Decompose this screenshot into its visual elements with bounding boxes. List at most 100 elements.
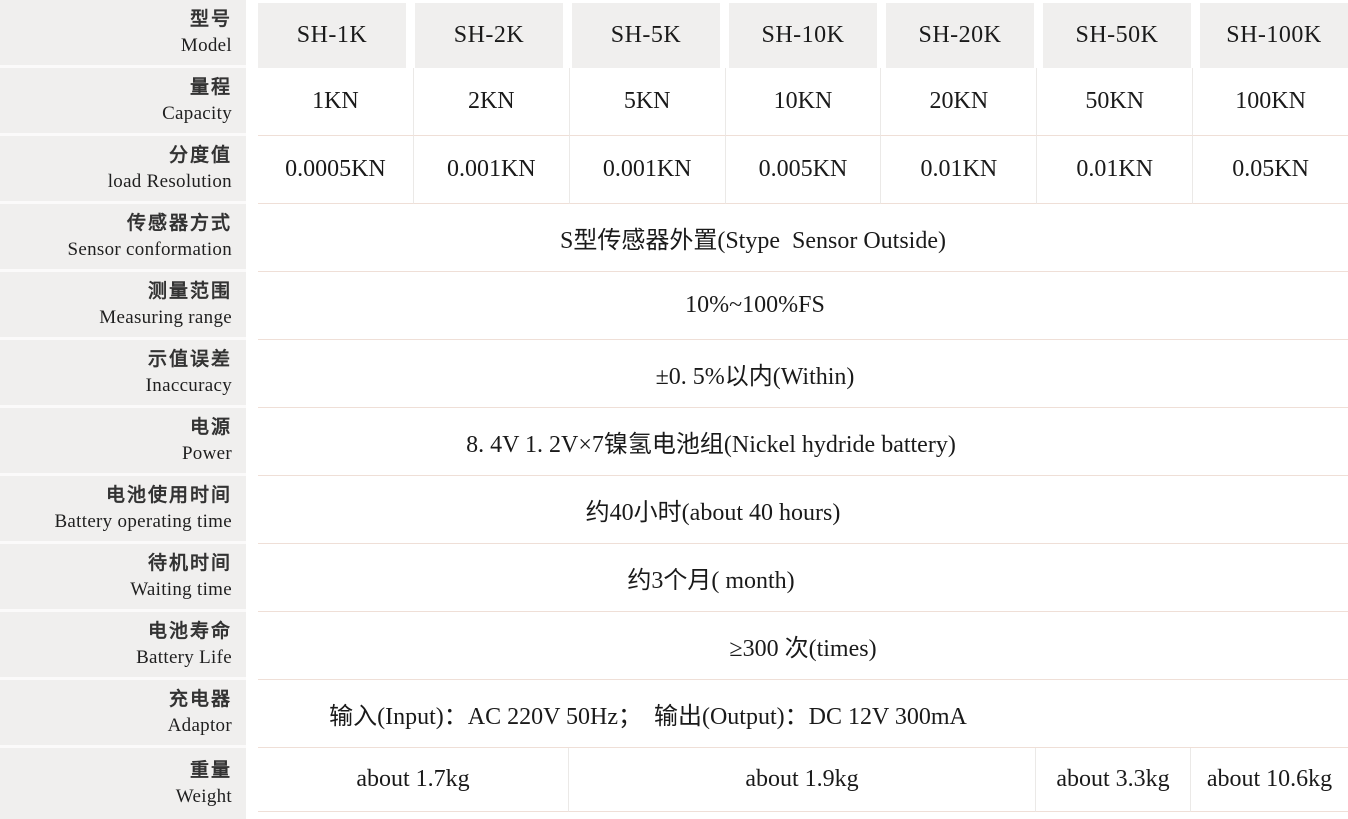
- sensor-value: S型传感器外置(Stype Sensor Outside): [560, 228, 946, 254]
- column-divider: [246, 476, 258, 544]
- waiting-value-cell: 约3个月( month): [258, 544, 1348, 612]
- model-cell: SH-2K: [415, 3, 563, 68]
- inaccuracy-value-cell: ±0. 5%以内(Within): [258, 340, 1348, 408]
- resolution-cell: 0.01KN: [1036, 136, 1193, 204]
- row-label-en: Power: [181, 443, 232, 464]
- range-value: 10%~100%FS: [685, 292, 825, 318]
- row-label-resolution: 分度值 load Resolution: [0, 136, 246, 204]
- battery-time-value-cell: 约40小时(about 40 hours): [258, 476, 1348, 544]
- capacity-cell: 5KN: [568, 68, 725, 136]
- row-label-zh: 电池使用时间: [105, 485, 232, 506]
- weight-cells: about 1.7kg about 1.9kg about 3.3kg abou…: [258, 748, 1348, 819]
- row-label-zh: 测量范围: [147, 281, 232, 302]
- row-label-sensor: 传感器方式 Sensor conformation: [0, 204, 246, 272]
- row-label-capacity: 量程 Capacity: [0, 68, 246, 136]
- resolution-cell: 0.05KN: [1192, 136, 1348, 204]
- table-row-battery-time: 电池使用时间 Battery operating time 约40小时(abou…: [0, 476, 1348, 544]
- model-cell: SH-5K: [572, 3, 720, 68]
- row-label-en: Capacity: [162, 103, 232, 124]
- row-label-power: 电源 Power: [0, 408, 246, 476]
- model-cell: SH-10K: [729, 3, 877, 68]
- weight-cell: about 3.3kg: [1035, 748, 1190, 812]
- battery-life-value: ≥300 次(times): [729, 636, 877, 662]
- table-row-capacity: 量程 Capacity 1KN 2KN 5KN 10KN 20KN 50KN 1…: [0, 68, 1348, 136]
- row-label-en: Inaccuracy: [145, 375, 232, 396]
- weight-cell: about 1.7kg: [258, 748, 568, 812]
- row-label-zh: 传感器方式: [126, 213, 232, 234]
- row-label-weight: 重量 Weight: [0, 748, 246, 819]
- sensor-value-cell: S型传感器外置(Stype Sensor Outside): [258, 204, 1348, 272]
- row-label-zh: 型号: [189, 9, 232, 30]
- row-label-en: load Resolution: [107, 171, 232, 192]
- row-label-battery-time: 电池使用时间 Battery operating time: [0, 476, 246, 544]
- capacity-cells: 1KN 2KN 5KN 10KN 20KN 50KN 100KN: [258, 68, 1348, 136]
- table-row-sensor: 传感器方式 Sensor conformation S型传感器外置(Stype …: [0, 204, 1348, 272]
- model-cell: SH-20K: [886, 3, 1034, 68]
- model-cell: SH-100K: [1200, 3, 1348, 68]
- capacity-cell: 100KN: [1192, 68, 1348, 136]
- capacity-cell: 1KN: [258, 68, 413, 136]
- row-label-en: Battery operating time: [54, 511, 232, 532]
- resolution-cells: 0.0005KN 0.001KN 0.001KN 0.005KN 0.01KN …: [258, 136, 1348, 204]
- resolution-cell: 0.001KN: [412, 136, 569, 204]
- table-row-adaptor: 充电器 Adaptor 输入(Input)：AC 220V 50Hz； 输出(O…: [0, 680, 1348, 748]
- row-label-waiting: 待机时间 Waiting time: [0, 544, 246, 612]
- row-label-en: Battery Life: [136, 647, 232, 668]
- row-label-zh: 充电器: [168, 689, 232, 710]
- power-value-cell: 8. 4V 1. 2V×7镍氢电池组(Nickel hydride batter…: [258, 408, 1348, 476]
- adaptor-value: 输入(Input)：AC 220V 50Hz； 输出(Output)：DC 12…: [329, 704, 967, 730]
- model-cell: SH-50K: [1043, 3, 1191, 68]
- row-label-en: Sensor conformation: [67, 239, 232, 260]
- table-row-range: 测量范围 Measuring range 10%~100%FS: [0, 272, 1348, 340]
- table-row-waiting: 待机时间 Waiting time 约3个月( month): [0, 544, 1348, 612]
- table-row-resolution: 分度值 load Resolution 0.0005KN 0.001KN 0.0…: [0, 136, 1348, 204]
- resolution-cell: 0.0005KN: [258, 136, 413, 204]
- model-cells: SH-1K SH-2K SH-5K SH-10K SH-20K SH-50K S…: [258, 0, 1348, 68]
- range-value-cell: 10%~100%FS: [258, 272, 1348, 340]
- capacity-cell: 50KN: [1036, 68, 1193, 136]
- resolution-cell: 0.01KN: [880, 136, 1037, 204]
- row-label-zh: 量程: [189, 77, 232, 98]
- column-divider: [246, 68, 258, 136]
- weight-cell: about 1.9kg: [568, 748, 1035, 812]
- column-divider: [246, 136, 258, 204]
- row-label-zh: 待机时间: [147, 553, 232, 574]
- table-row-inaccuracy: 示值误差 Inaccuracy ±0. 5%以内(Within): [0, 340, 1348, 408]
- row-label-zh: 示值误差: [147, 349, 232, 370]
- column-divider: [246, 612, 258, 680]
- row-label-zh: 重量: [189, 760, 232, 781]
- capacity-cell: 20KN: [880, 68, 1037, 136]
- capacity-cell: 10KN: [724, 68, 881, 136]
- row-label-en: Model: [180, 35, 232, 56]
- row-label-battery-life: 电池寿命 Battery Life: [0, 612, 246, 680]
- column-divider: [246, 340, 258, 408]
- table-row-battery-life: 电池寿命 Battery Life ≥300 次(times): [0, 612, 1348, 680]
- resolution-cell: 0.005KN: [724, 136, 881, 204]
- inaccuracy-value: ±0. 5%以内(Within): [655, 364, 855, 390]
- battery-time-value: 约40小时(about 40 hours): [585, 500, 841, 526]
- table-row-model: 型号 Model SH-1K SH-2K SH-5K SH-10K SH-20K…: [0, 0, 1348, 68]
- row-label-range: 测量范围 Measuring range: [0, 272, 246, 340]
- column-divider: [246, 748, 258, 819]
- adaptor-value-cell: 输入(Input)：AC 220V 50Hz； 输出(Output)：DC 12…: [258, 680, 1348, 748]
- row-label-zh: 分度值: [168, 145, 232, 166]
- row-label-adaptor: 充电器 Adaptor: [0, 680, 246, 748]
- row-label-en: Weight: [175, 786, 232, 807]
- column-divider: [246, 408, 258, 476]
- column-divider: [246, 272, 258, 340]
- column-divider: [246, 0, 258, 68]
- column-divider: [246, 544, 258, 612]
- row-label-en: Measuring range: [99, 307, 232, 328]
- weight-cell: about 10.6kg: [1190, 748, 1348, 812]
- model-cell: SH-1K: [258, 3, 406, 68]
- row-label-zh: 电源: [189, 417, 232, 438]
- waiting-value: 约3个月( month): [627, 568, 795, 594]
- row-label-inaccuracy: 示值误差 Inaccuracy: [0, 340, 246, 408]
- battery-life-value-cell: ≥300 次(times): [258, 612, 1348, 680]
- row-label-zh: 电池寿命: [147, 621, 232, 642]
- column-divider: [246, 204, 258, 272]
- power-value: 8. 4V 1. 2V×7镍氢电池组(Nickel hydride batter…: [466, 432, 956, 458]
- column-divider: [246, 680, 258, 748]
- table-row-weight: 重量 Weight about 1.7kg about 1.9kg about …: [0, 748, 1348, 819]
